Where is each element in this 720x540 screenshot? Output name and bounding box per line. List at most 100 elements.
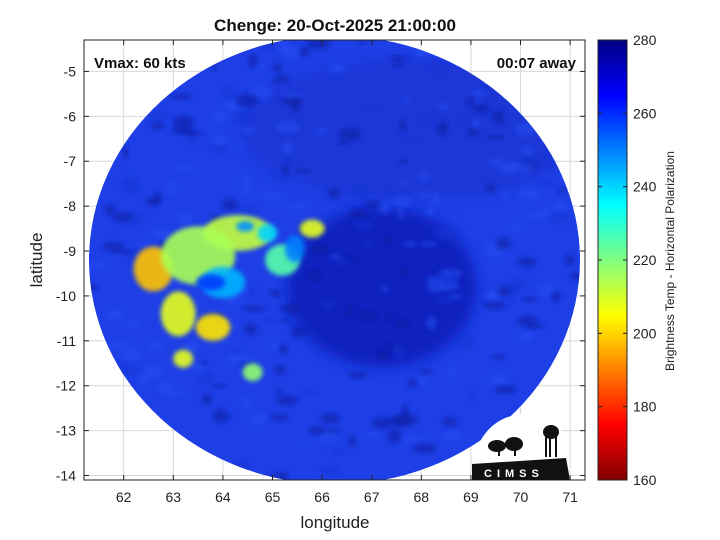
speckle [153, 192, 162, 205]
speckle [102, 242, 125, 251]
speckle [392, 61, 403, 67]
colorbar-tick-label: 280 [633, 32, 657, 48]
speckle [483, 301, 507, 310]
cold-features [133, 215, 325, 382]
y-tick-label: -11 [57, 333, 76, 349]
speckle [353, 185, 369, 198]
speckle [286, 203, 310, 208]
speckle [358, 310, 377, 320]
speckle [437, 102, 449, 111]
speckle [130, 213, 143, 225]
speckle [169, 93, 192, 100]
speckle [239, 176, 253, 186]
speckle [310, 128, 317, 133]
speckle [525, 324, 545, 329]
cold-feature [257, 224, 278, 243]
speckle [412, 443, 437, 453]
speckle [281, 141, 294, 155]
speckle [88, 283, 99, 291]
speckle [397, 181, 407, 187]
speckle [149, 342, 163, 351]
cold-feature [242, 363, 263, 382]
speckle [280, 95, 303, 106]
speckle [243, 126, 256, 134]
speckle [270, 342, 279, 350]
speckle [519, 331, 534, 342]
y-axis-label: latitude [27, 233, 46, 288]
speckle [361, 241, 376, 247]
x-tick-label: 68 [414, 489, 430, 505]
speckle [280, 303, 303, 315]
speckle [278, 344, 288, 354]
speckle [347, 371, 368, 379]
colorbar [597, 39, 628, 481]
speckle [400, 267, 407, 277]
speckle [350, 208, 367, 219]
speckle [380, 285, 389, 292]
speckle [402, 404, 409, 416]
speckle [282, 45, 301, 59]
speckle [146, 111, 169, 121]
x-tick-label: 70 [513, 489, 529, 505]
speckle [242, 305, 267, 312]
speckle [488, 158, 507, 166]
speckle [438, 268, 463, 279]
speckle [386, 186, 401, 196]
speckle [517, 188, 539, 200]
y-axis-ticks: -5 -6 -7 -8 -9 -10 -11 -12 -13 -14 [56, 63, 585, 484]
colorbar-ticks: 280 260 240 220 200 180 160 [598, 32, 657, 488]
speckle [88, 262, 110, 268]
speckle [520, 267, 530, 274]
speckle [121, 348, 141, 362]
speckle [168, 182, 177, 196]
speckle [243, 323, 258, 336]
speckle [473, 96, 482, 106]
speckle [273, 366, 287, 375]
speckle [299, 439, 306, 445]
speckle [144, 365, 163, 379]
y-tick-label: -10 [56, 288, 76, 304]
speckle [488, 135, 504, 140]
speckle [419, 113, 444, 127]
speckle [469, 389, 477, 403]
speckle [525, 212, 546, 219]
speckle [201, 393, 212, 405]
speckle [509, 288, 516, 302]
speckle [294, 168, 312, 173]
speckle [190, 364, 207, 372]
speckle [333, 260, 355, 266]
speckle [268, 74, 277, 79]
speckle [399, 157, 408, 164]
speckle [366, 432, 380, 437]
x-tick-label: 62 [116, 489, 132, 505]
y-tick-label: -9 [64, 243, 77, 259]
speckle [415, 377, 427, 387]
speckle [129, 321, 140, 326]
logo-text: CIMSS [484, 468, 544, 480]
speckle [515, 122, 537, 137]
speckle [417, 172, 431, 181]
speckle [439, 278, 460, 292]
speckle [221, 87, 236, 100]
x-tick-label: 67 [364, 489, 380, 505]
speckle [457, 116, 470, 128]
speckle [238, 141, 246, 149]
y-tick-label: -8 [64, 198, 77, 214]
speckle [314, 127, 328, 134]
speckle [425, 206, 435, 216]
speckle [488, 375, 507, 385]
speckle [348, 435, 357, 448]
cold-feature [173, 349, 194, 368]
speckle [330, 448, 344, 455]
colorbar-label: Brightness Temp - Horizontal Polarizatio… [663, 151, 677, 371]
speckle [497, 284, 511, 297]
speckle [212, 135, 227, 146]
colorbar-tick-label: 160 [633, 472, 657, 488]
speckle [536, 284, 556, 298]
speckle [299, 46, 311, 57]
speckle [214, 110, 226, 124]
speckle [339, 128, 362, 141]
speckle [273, 62, 282, 73]
cold-feature [299, 219, 325, 238]
speckle [415, 192, 437, 198]
